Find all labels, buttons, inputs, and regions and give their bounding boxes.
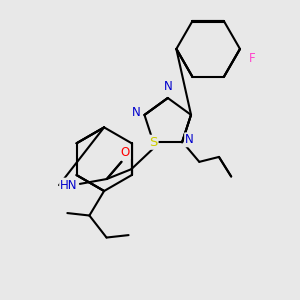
Text: HN: HN xyxy=(60,178,78,192)
Text: F: F xyxy=(249,52,256,65)
Text: N: N xyxy=(164,80,172,93)
Text: N: N xyxy=(185,133,194,146)
Text: N: N xyxy=(131,106,140,119)
Text: S: S xyxy=(149,136,158,149)
Text: O: O xyxy=(121,146,130,159)
